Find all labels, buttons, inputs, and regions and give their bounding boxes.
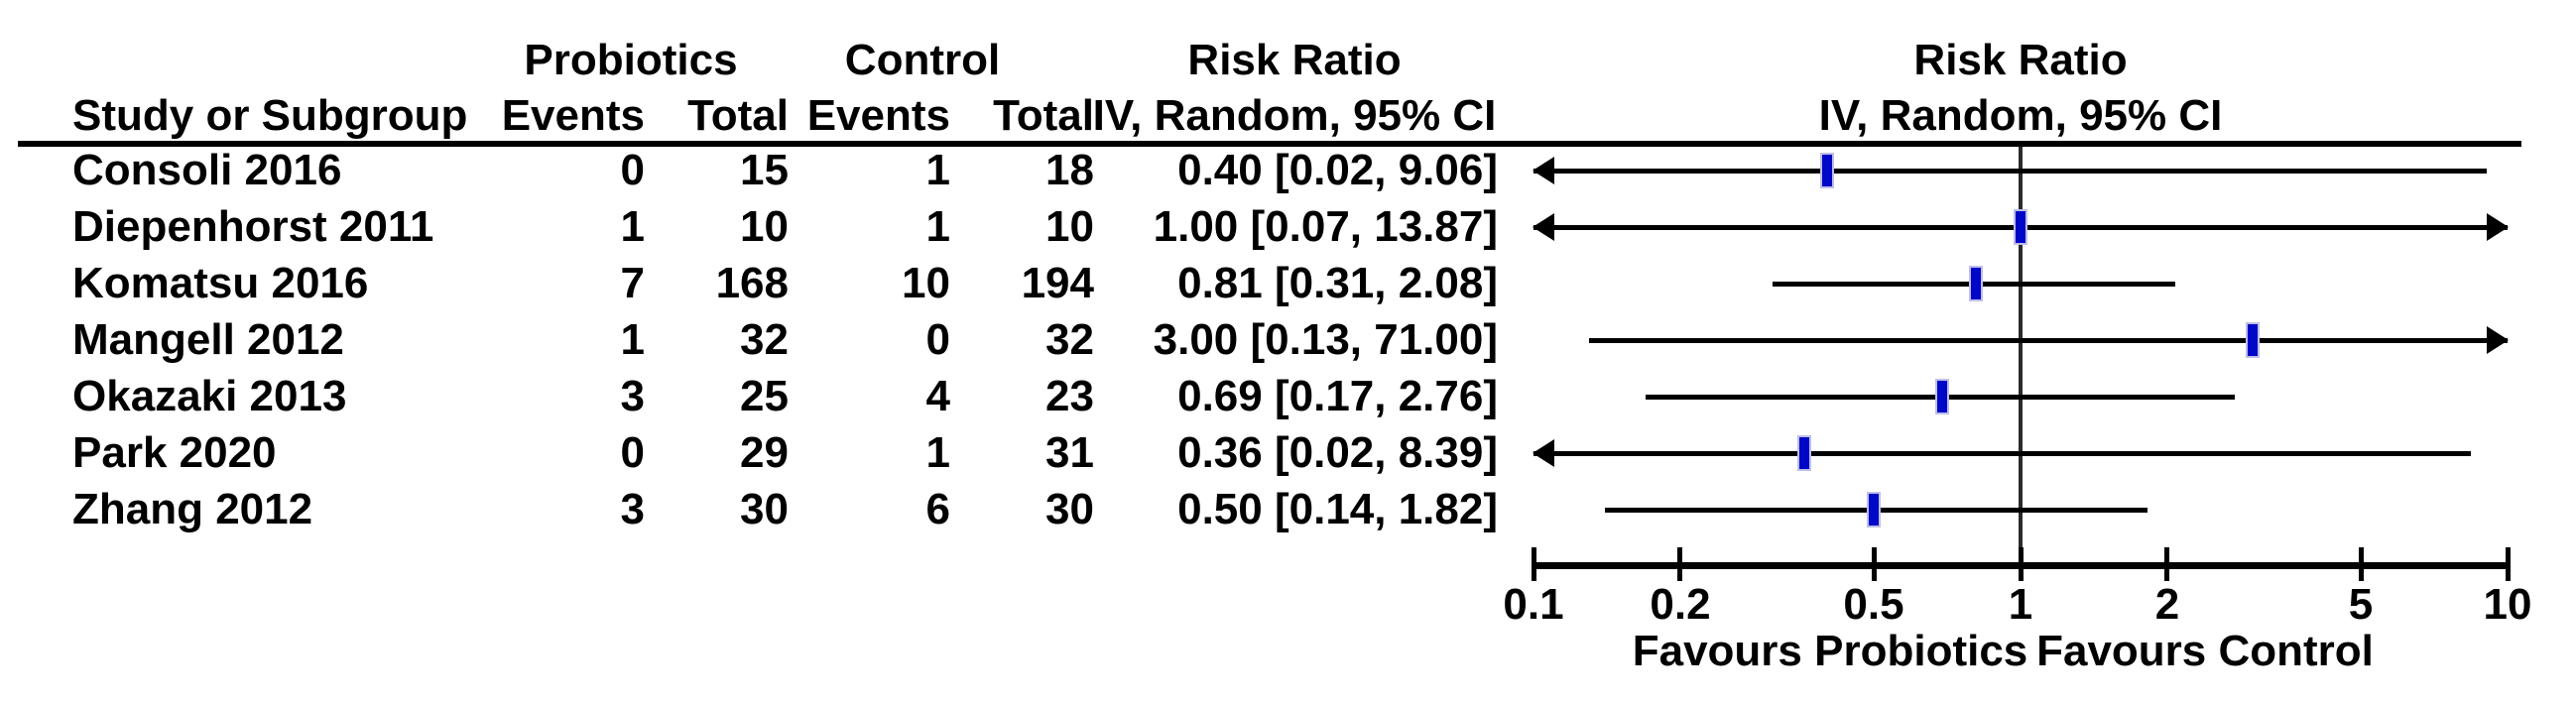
rr-ci-label: 0.40 [0.02, 9.06] — [1177, 146, 1498, 194]
column-header-control-events: Events — [806, 91, 950, 140]
rr-ci-label: 0.50 [0.14, 1.82] — [1177, 485, 1498, 533]
point-estimate-marker — [2246, 322, 2260, 358]
ci-line — [1589, 338, 2508, 343]
point-estimate-marker — [2014, 209, 2027, 245]
axis-tick — [2019, 547, 2024, 581]
study-label: Diepenhorst 2011 — [72, 202, 434, 251]
study-label: Zhang 2012 — [72, 485, 313, 533]
control-total-value: 31 — [1045, 428, 1094, 477]
probiotics-total-value: 30 — [740, 485, 789, 533]
axis-tick — [1872, 547, 1877, 581]
risk-ratio-header-plot: Risk Ratio — [1913, 36, 2128, 84]
rr-ci-label: 0.36 [0.02, 8.39] — [1177, 428, 1498, 477]
rr-ci-label: 3.00 [0.13, 71.00] — [1153, 315, 1498, 364]
column-header-study: Study or Subgroup — [72, 91, 468, 140]
probiotics-total-value: 15 — [740, 146, 789, 194]
study-label: Mangell 2012 — [72, 315, 344, 364]
probiotics-events-value: 0 — [620, 146, 645, 194]
point-estimate-marker — [1820, 153, 1834, 188]
control-total-value: 10 — [1045, 202, 1094, 251]
group-header-probiotics: Probiotics — [524, 36, 738, 84]
probiotics-events-value: 1 — [620, 202, 645, 251]
risk-ratio-header-text: Risk Ratio — [1187, 36, 1402, 84]
probiotics-events-value: 3 — [620, 485, 645, 533]
rr-ci-label: 1.00 [0.07, 13.87] — [1153, 202, 1498, 251]
axis-tick — [2506, 547, 2511, 581]
study-label: Okazaki 2013 — [72, 372, 347, 420]
arrow-right-icon — [2487, 213, 2509, 241]
column-header-probiotics-total: Total — [687, 91, 789, 140]
ci-line — [1533, 169, 2487, 174]
control-total-value: 18 — [1045, 146, 1094, 194]
favours-control-label: Favours Control — [2036, 627, 2374, 675]
probiotics-total-value: 25 — [740, 372, 789, 420]
control-events-value: 10 — [902, 259, 950, 307]
arrow-left-icon — [1533, 439, 1554, 467]
axis-tick-label: 0.1 — [1503, 580, 1564, 629]
axis-tick-label: 1 — [2008, 580, 2033, 629]
control-events-value: 6 — [925, 485, 950, 533]
column-header-method-plot: IV, Random, 95% CI — [1818, 91, 2223, 140]
probiotics-events-value: 3 — [620, 372, 645, 420]
control-total-value: 32 — [1045, 315, 1094, 364]
probiotics-total-value: 10 — [740, 202, 789, 251]
axis-tick-label: 2 — [2154, 580, 2180, 629]
probiotics-events-value: 0 — [620, 428, 645, 477]
point-estimate-marker — [1797, 435, 1811, 471]
rr-ci-label: 0.81 [0.31, 2.08] — [1177, 259, 1498, 307]
axis-tick — [2164, 547, 2169, 581]
probiotics-total-value: 32 — [740, 315, 789, 364]
arrow-right-icon — [2487, 326, 2509, 354]
control-events-value: 0 — [925, 315, 950, 364]
control-events-value: 1 — [925, 428, 950, 477]
column-header-probiotics-events: Events — [501, 91, 645, 140]
axis-tick-label: 0.5 — [1843, 580, 1904, 629]
axis-tick — [1532, 547, 1536, 581]
control-events-value: 1 — [925, 146, 950, 194]
axis-tick — [2359, 547, 2364, 581]
column-header-method-text: IV, Random, 95% CI — [1092, 91, 1497, 140]
study-label: Consoli 2016 — [72, 146, 342, 194]
probiotics-total-value: 168 — [715, 259, 789, 307]
axis-tick-label: 5 — [2348, 580, 2374, 629]
column-header-control-total: Total — [993, 91, 1094, 140]
arrow-left-icon — [1533, 157, 1554, 184]
point-estimate-marker — [1969, 266, 1983, 301]
group-header-control: Control — [844, 36, 1001, 84]
header-divider — [18, 141, 2521, 147]
axis-tick-label: 10 — [2483, 580, 2532, 629]
ci-line — [1533, 451, 2471, 456]
rr-ci-label: 0.69 [0.17, 2.76] — [1177, 372, 1498, 420]
control-events-value: 4 — [925, 372, 950, 420]
arrow-left-icon — [1533, 213, 1554, 241]
point-estimate-marker — [1935, 379, 1949, 414]
favours-probiotics-label: Favours Probiotics — [1632, 627, 2028, 675]
study-label: Park 2020 — [72, 428, 277, 477]
control-total-value: 30 — [1045, 485, 1094, 533]
probiotics-total-value: 29 — [740, 428, 789, 477]
control-total-value: 23 — [1045, 372, 1094, 420]
probiotics-events-value: 1 — [620, 315, 645, 364]
axis-tick-label: 0.2 — [1650, 580, 1711, 629]
control-events-value: 1 — [925, 202, 950, 251]
probiotics-events-value: 7 — [620, 259, 645, 307]
point-estimate-marker — [1867, 492, 1881, 528]
study-label: Komatsu 2016 — [72, 259, 369, 307]
control-total-value: 194 — [1021, 259, 1094, 307]
no-effect-vline — [2019, 147, 2023, 567]
axis-tick — [1677, 547, 1682, 581]
